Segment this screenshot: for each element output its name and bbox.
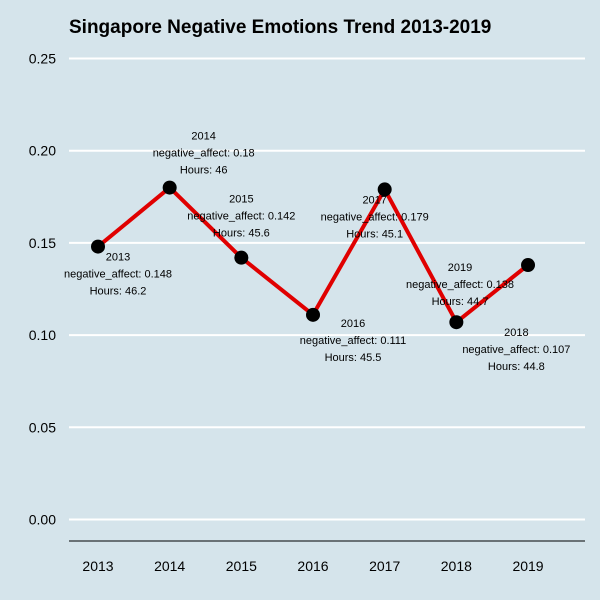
- data-label: negative_affect: 0.148: [64, 269, 172, 281]
- data-label: 2016: [341, 318, 365, 330]
- x-tick-label: 2013: [82, 558, 113, 574]
- data-label: negative_affect: 0.107: [462, 344, 570, 356]
- gridlines: [69, 57, 585, 521]
- data-label: 2019: [448, 262, 472, 274]
- x-tick-labels: 2013 2014 2015 2016 2017 2018 2019: [82, 558, 543, 574]
- y-tick-label: 0.25: [29, 51, 56, 67]
- data-label: Hours: 45.5: [325, 352, 382, 364]
- x-tick-label: 2015: [226, 558, 257, 574]
- data-label: Hours: 46.2: [90, 286, 147, 298]
- chart-title: Singapore Negative Emotions Trend 2013-2…: [69, 17, 491, 38]
- data-label: Hours: 44.7: [432, 296, 489, 308]
- x-tick-label: 2019: [512, 558, 543, 574]
- data-label: Hours: 45.1: [346, 228, 403, 240]
- y-tick-labels: 0.00 0.05 0.10 0.15 0.20 0.25: [29, 51, 56, 528]
- data-label: 2014: [191, 131, 215, 143]
- data-labels: 2013 negative_affect: 0.148 Hours: 46.2 201…: [64, 131, 570, 374]
- data-label: Hours: 46: [180, 165, 228, 177]
- data-label: 2013: [106, 252, 130, 264]
- data-label: Hours: 45.6: [213, 228, 270, 240]
- data-point: [521, 258, 536, 273]
- x-tick-label: 2017: [369, 558, 400, 574]
- data-point: [234, 250, 249, 265]
- x-tick-label: 2018: [441, 558, 472, 574]
- data-point: [306, 307, 321, 322]
- data-point: [91, 239, 105, 254]
- data-label: 2017: [362, 194, 386, 206]
- data-label: 2018: [504, 327, 528, 339]
- y-tick-label: 0.20: [29, 143, 56, 159]
- data-label: negative_affect: 0.179: [321, 211, 429, 223]
- data-label: negative_affect: 0.111: [300, 335, 406, 347]
- y-tick-label: 0.10: [29, 327, 56, 343]
- data-label: negative_affect: 0.18: [153, 148, 255, 160]
- x-tick-label: 2014: [154, 558, 185, 574]
- data-label: Hours: 44.8: [488, 361, 545, 373]
- y-tick-label: 0.05: [29, 419, 56, 435]
- x-tick-label: 2016: [297, 558, 328, 574]
- data-point: [377, 182, 392, 197]
- data-label: 2015: [229, 194, 253, 206]
- series: [91, 180, 536, 330]
- data-label: negative_affect: 0.142: [187, 211, 295, 223]
- data-point: [162, 180, 177, 195]
- data-label: negative_affect: 0.138: [406, 279, 514, 291]
- y-tick-label: 0.00: [29, 512, 56, 528]
- data-point: [449, 315, 464, 330]
- y-tick-label: 0.15: [29, 235, 56, 251]
